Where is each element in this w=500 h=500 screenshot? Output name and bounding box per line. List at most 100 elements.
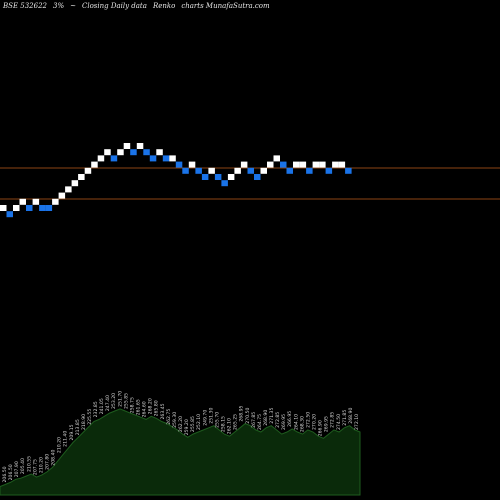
volume-label: 268.20 (148, 398, 154, 414)
volume-label: 263.45 (160, 403, 166, 419)
volume-label: 251.70 (117, 391, 123, 407)
renko-brick-down (39, 205, 46, 211)
symbol-label: BSE 532622 (3, 2, 47, 10)
renko-brick-up (0, 205, 7, 211)
volume-label: 269.95 (324, 416, 330, 432)
renko-brick-up (156, 149, 163, 156)
renko-brick-up (208, 167, 215, 174)
renko-brick-up (97, 155, 105, 162)
volume-label: 274.50 (336, 414, 342, 430)
volume-label: 265.25 (233, 414, 239, 430)
renko-brick-down (221, 180, 228, 187)
renko-brick-up (260, 167, 267, 174)
volume-label: 207.75 (32, 459, 38, 475)
renko-brick-up (71, 180, 79, 187)
renko-brick-up (117, 149, 124, 156)
volume-label: 264.60 (142, 401, 148, 417)
volume-label: 210.55 (26, 456, 32, 472)
renko-brick-down (45, 205, 53, 211)
renko-brick-up (13, 205, 20, 211)
renko-brick-down (325, 167, 333, 174)
volume-label: 210.20 (57, 437, 63, 453)
volume-label: 266.90 (318, 420, 324, 436)
volume-label: 270.20 (312, 414, 318, 430)
renko-brick-down (143, 149, 150, 156)
volume-label: 268.90 (263, 410, 269, 426)
volume-label: 206.50 (8, 464, 14, 480)
volume-label: 247.40 (105, 395, 111, 411)
renko-brick-up (136, 143, 144, 149)
volume-label: 258.15 (221, 416, 227, 432)
renko-brick-down (175, 161, 183, 168)
volume-label: 207.90 (14, 461, 20, 477)
renko-brick-up (78, 174, 85, 180)
volume-label: 207.80 (45, 454, 51, 470)
volume-label: 268.30 (299, 416, 305, 432)
volume-label: 262.20 (178, 416, 184, 432)
renko-brick-down (345, 167, 352, 174)
renko-brick-down (110, 155, 118, 162)
renko-brick-up (52, 198, 59, 205)
renko-brick-up (293, 161, 300, 168)
renko-brick-up (123, 143, 131, 149)
renko-brick-down (195, 167, 202, 174)
volume-label: 255.85 (190, 416, 196, 432)
renko-brick-down (182, 167, 189, 174)
volume-series (0, 408, 361, 496)
volume-label: 259.20 (184, 419, 190, 435)
renko-brick-down (214, 174, 222, 180)
renko-brick-up (319, 161, 326, 168)
volume-label: 265.80 (154, 400, 160, 416)
volume-label: 272.10 (354, 414, 360, 430)
renko-brick-up (267, 161, 274, 168)
renko-brick-up (188, 161, 196, 168)
volume-label: 251.30 (208, 408, 214, 424)
volume-label: 264.75 (257, 414, 263, 430)
renko-brick-up (234, 167, 241, 174)
renko-brick-down (306, 167, 313, 174)
volume-label: 270.50 (245, 408, 251, 424)
volume-label: 249.70 (202, 410, 208, 426)
volume-label: 262.10 (227, 418, 233, 434)
chart-header: BSE 532622 3% ~ Closing Daily data Renko char… (3, 2, 276, 10)
renko-brick-up (273, 155, 280, 162)
volume-label: 208.40 (51, 450, 57, 466)
volume-label: 259.30 (172, 412, 178, 428)
renko-brick-up (312, 161, 320, 168)
volume-label: 210.20 (38, 457, 44, 473)
volume-label: 218.90 (81, 414, 87, 430)
volume-label: 268.90 (348, 408, 354, 424)
volume-label: 268.95 (239, 405, 245, 421)
volume-area (0, 408, 361, 496)
renko-brick-up (32, 198, 40, 205)
chart-kind-label: Renko (152, 2, 176, 10)
volume-label: 272.50 (305, 412, 311, 428)
renko-brick-up (91, 161, 98, 168)
renko-brick-up (240, 161, 248, 168)
volume-label: 267.85 (251, 412, 257, 428)
renko-brick-up (227, 174, 235, 180)
volume-label: 255.85 (123, 393, 129, 409)
volume-label: 211.40 (63, 431, 69, 447)
arrow-glyph: ~ (70, 2, 76, 10)
volume-label: 271.85 (342, 410, 348, 426)
volume-label: 241.05 (99, 398, 105, 414)
volume-label: 262.75 (166, 409, 172, 425)
watermark-label: charts MunafaSutra.com (181, 2, 270, 10)
volume-label: 255.70 (214, 412, 220, 428)
volume-label: 261.65 (136, 399, 142, 415)
series-type-label: Closing Daily data (81, 2, 147, 10)
box-size-label: 3% (53, 2, 65, 10)
volume-label: 232.85 (93, 401, 99, 417)
renko-brick-up (84, 167, 92, 174)
volume-label: 264.10 (293, 414, 299, 430)
renko-brick-up (332, 161, 339, 168)
volume-labels: 206.50 206.50 207.90 205.40 210.55 207.75 210.… (2, 391, 360, 483)
volume-label: 209.15 (69, 424, 75, 440)
renko-brick-down (26, 205, 33, 211)
renko-brick-up (19, 198, 26, 205)
volume-label: 252.10 (196, 414, 202, 430)
renko-brick-up (169, 155, 176, 162)
volume-label: 206.50 (2, 466, 8, 482)
